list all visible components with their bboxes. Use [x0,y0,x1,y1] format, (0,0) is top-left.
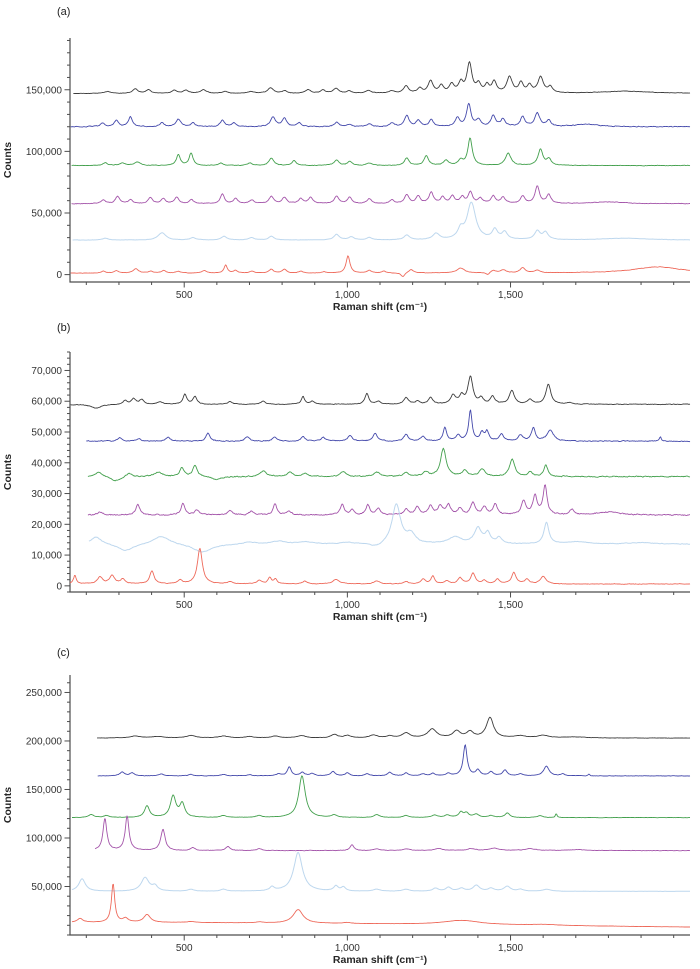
y-tick-label: 150,000 [26,785,63,796]
y-axis-title-a: Counts [2,141,14,179]
y-tick-label: 150,000 [26,85,63,96]
trace-purple [71,185,690,205]
trace-green [72,775,691,819]
trace-blue [97,744,691,777]
y-tick-label: 50,000 [31,428,62,439]
trace-lightblue [71,851,690,892]
x-tick-label: 1,500 [498,600,523,611]
x-tick-label: 1,500 [498,943,523,954]
y-tick-label: 200,000 [26,736,63,747]
x-tick-label: 1,000 [335,290,360,301]
y-tick-label: 100,000 [26,147,63,158]
trace-red [69,547,691,585]
y-axis-title-c: Counts [2,786,14,824]
x-axis-title-c: Raman shift (cm⁻¹) [332,954,428,966]
y-tick-label: 10,000 [31,551,62,562]
x-axis-title-a: Raman shift (cm⁻¹) [332,301,428,313]
y-tick-label: 60,000 [31,397,62,408]
y-tick-label: 50,000 [31,882,62,893]
y-tick-label: 70,000 [31,366,62,377]
x-tick-label: 1,000 [335,600,360,611]
raman-chart-b: 500 1,000 1,500 0 10,000 20,000 30,000 40,000 50… [31,351,691,611]
x-tick-label: 500 [176,943,193,954]
trace-lightblue [88,503,691,553]
panel-label-a: (a) [57,6,71,18]
raman-chart-c: 500 1,000 1,500 50,000 100,000 150,000 200,000… [26,675,691,954]
panel-label-c: (c) [57,647,70,659]
trace-black [97,716,691,739]
y-tick-label: 250,000 [26,688,63,699]
trace-green [71,137,691,167]
axes [69,675,690,936]
axes [69,352,690,593]
x-axis-title-b: Raman shift (cm⁻¹) [332,611,428,623]
y-tick-label: 50,000 [31,208,62,219]
y-tick-label: 100,000 [26,833,63,844]
y-tick-label: 40,000 [31,458,62,469]
y-tick-label: 20,000 [31,520,62,531]
axes [69,38,690,283]
y-axis-title-b: Counts [2,453,14,491]
trace-purple [87,484,690,517]
trace-black [70,375,691,409]
y-tick-label: 0 [56,270,62,281]
trace-black [73,61,691,94]
x-tick-label: 500 [176,600,193,611]
y-tick-label: 0 [56,581,62,592]
trace-red [71,883,690,928]
panel-label-b: (b) [57,322,71,334]
trace-red [70,255,690,277]
x-tick-label: 1,500 [498,290,523,301]
x-tick-label: 500 [176,290,193,301]
trace-blue [70,102,691,128]
trace-blue [86,409,691,443]
trace-green [87,447,691,482]
trace-lightblue [72,201,690,241]
trace-purple [94,815,691,852]
raman-chart-a: 500 1,000 1,500 0 50,000 100,000 150,000 [26,38,691,301]
y-tick-label: 30,000 [31,489,62,500]
x-tick-label: 1,000 [335,943,360,954]
